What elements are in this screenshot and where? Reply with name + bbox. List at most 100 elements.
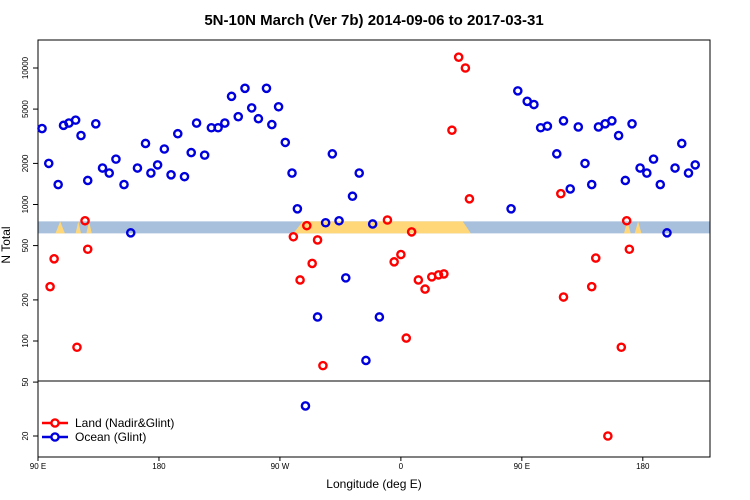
- land-point: [307, 258, 317, 269]
- ocean-point: [292, 204, 303, 214]
- ocean-point: [347, 191, 358, 202]
- ocean-point: [655, 179, 666, 190]
- ocean-point: [273, 101, 284, 112]
- ocean-point: [506, 204, 516, 214]
- plot-frames: [37, 39, 711, 458]
- legend-marker: [50, 418, 60, 428]
- y-tick-label: 20: [21, 431, 30, 440]
- ocean-point: [172, 128, 183, 139]
- ocean-point: [253, 113, 264, 124]
- land-point: [558, 292, 569, 302]
- band-coverage: [634, 221, 642, 234]
- ocean-point: [220, 118, 230, 128]
- land-point: [80, 215, 90, 226]
- ocean-point: [586, 179, 597, 190]
- ocean-point: [199, 150, 210, 160]
- ocean-point: [97, 163, 108, 173]
- ocean-point: [191, 118, 202, 128]
- x-tick-label: 180: [152, 462, 166, 471]
- land-point: [590, 253, 601, 263]
- y-tick-label: 10000: [21, 56, 30, 79]
- land-point: [389, 257, 399, 267]
- data-points: [37, 52, 701, 441]
- ocean-point: [374, 312, 385, 322]
- ocean-point: [37, 123, 47, 134]
- band-coverage: [55, 221, 65, 234]
- ocean-point: [111, 154, 121, 164]
- ocean-point: [146, 168, 156, 178]
- ocean-point: [320, 217, 331, 228]
- ocean-point: [367, 219, 378, 229]
- band-coverage: [86, 221, 92, 234]
- ocean-point: [620, 175, 631, 186]
- land-point: [603, 431, 613, 441]
- y-tick-label: 50: [21, 377, 30, 386]
- ocean-point: [627, 119, 637, 129]
- y-tick-label: 5000: [21, 100, 30, 118]
- ocean-point: [179, 171, 190, 182]
- ocean-point: [670, 163, 680, 173]
- ocean-point: [267, 119, 277, 130]
- ocean-point: [635, 163, 645, 173]
- land-point: [312, 235, 323, 245]
- ocean-point: [300, 401, 311, 411]
- x-axis-ticks: 90 E 180 90 W 0 90 E 180: [30, 457, 650, 471]
- land-point: [382, 215, 393, 225]
- x-tick-label: 90 E: [30, 462, 46, 471]
- ocean-point: [287, 168, 297, 178]
- bottom-panel-frame: [37, 380, 711, 458]
- land-point: [616, 342, 627, 353]
- band-coverage: [75, 221, 82, 234]
- ocean-point: [354, 168, 365, 178]
- ocean-point: [240, 83, 250, 94]
- ocean-point: [76, 130, 86, 141]
- land-point: [586, 281, 597, 292]
- y-tick-label: 1000: [21, 195, 30, 213]
- y-tick-label: 100: [21, 334, 30, 348]
- land-point: [288, 231, 299, 242]
- ocean-point: [246, 103, 257, 113]
- land-point: [447, 125, 457, 136]
- ocean-point: [551, 149, 562, 159]
- ocean-point: [226, 91, 237, 102]
- ocean-point: [529, 99, 539, 110]
- legend-label: Land (Nadir&Glint): [75, 416, 174, 430]
- land-point: [295, 275, 305, 285]
- land-point: [624, 244, 635, 255]
- ocean-point: [542, 121, 553, 131]
- land-point: [556, 188, 566, 199]
- land-point: [401, 333, 412, 343]
- ocean-point: [580, 158, 590, 169]
- y-axis-label: N Total: [0, 226, 13, 263]
- ocean-point: [334, 215, 344, 226]
- y-tick-label: 500: [21, 238, 30, 252]
- ocean-point: [186, 147, 197, 158]
- land-point: [433, 270, 444, 280]
- ocean-point: [82, 175, 93, 186]
- ocean-point: [119, 179, 129, 190]
- ocean-point: [613, 130, 624, 141]
- ocean-point: [340, 273, 351, 283]
- land-point: [45, 281, 55, 292]
- ocean-point: [43, 158, 54, 169]
- x-tick-label: 0: [399, 462, 404, 471]
- land-point: [460, 63, 471, 73]
- land-point: [301, 220, 312, 231]
- land-point: [453, 52, 464, 62]
- ocean-point: [676, 138, 687, 149]
- ocean-point: [607, 116, 617, 126]
- land-point: [82, 244, 93, 255]
- x-tick-label: 90 E: [514, 462, 530, 471]
- ocean-point: [132, 163, 143, 173]
- land-point: [49, 254, 59, 264]
- ocean-point: [104, 168, 115, 178]
- ocean-point: [662, 228, 672, 238]
- ocean-point: [573, 122, 584, 132]
- ocean-point: [213, 122, 223, 133]
- land-point: [439, 269, 449, 279]
- ocean-point: [140, 138, 151, 149]
- band-coverage: [293, 221, 471, 234]
- band-coverage: [623, 221, 631, 234]
- ocean-point: [90, 119, 101, 129]
